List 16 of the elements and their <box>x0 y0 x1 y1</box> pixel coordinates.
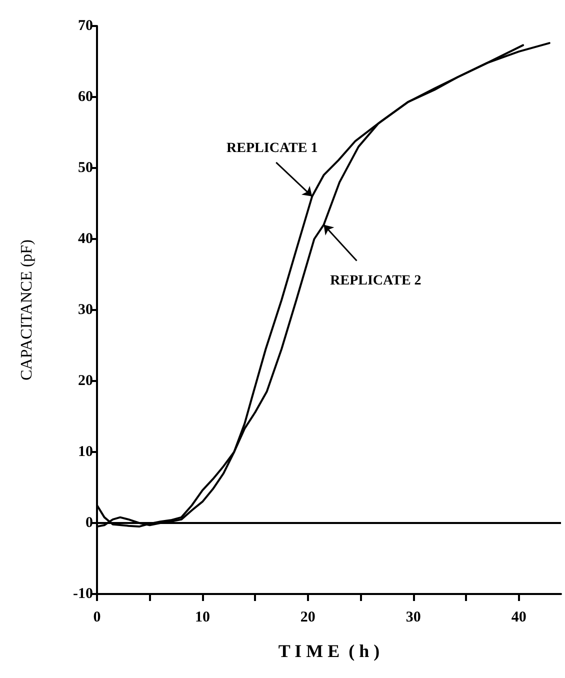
annotation: REPLICATE 1 <box>226 140 318 156</box>
x-tick-label: 10 <box>194 610 210 626</box>
x-tick-label: 40 <box>511 610 526 626</box>
y-tick-label: 50 <box>78 160 93 176</box>
y-tick-label: 20 <box>78 373 93 389</box>
y-tick-label: 70 <box>78 18 93 34</box>
y-tick-label: 10 <box>78 444 93 460</box>
annotation: REPLICATE 2 <box>330 273 422 288</box>
y-tick-label: -10 <box>73 586 93 602</box>
x-axis-title: T I M E ( h ) <box>278 641 380 661</box>
x-tick-label: 30 <box>406 610 421 626</box>
x-tick-label: 20 <box>300 610 316 626</box>
y-tick-label: 60 <box>78 89 93 105</box>
y-axis-title: CAPACITANCE (pF) <box>18 240 36 380</box>
y-tick-label: 40 <box>78 231 93 247</box>
y-tick-label: 30 <box>78 302 93 318</box>
